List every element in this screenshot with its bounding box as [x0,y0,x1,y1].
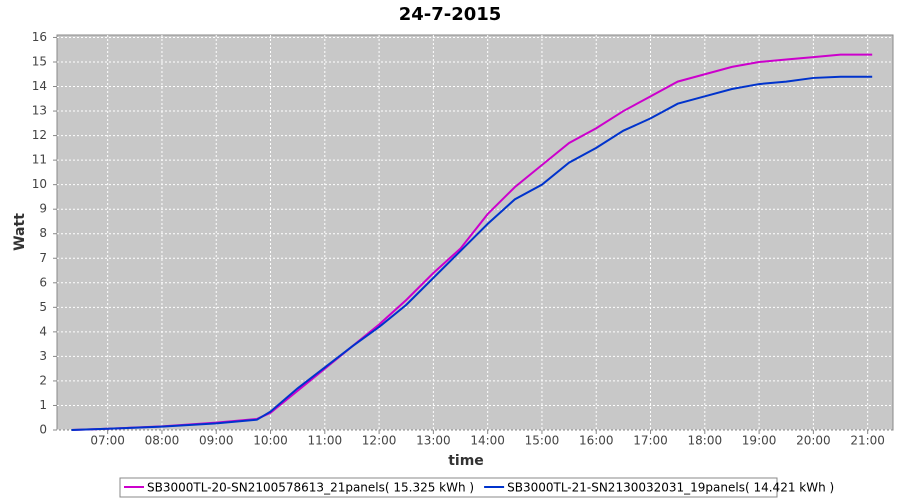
x-tick-label: 10:00 [253,434,288,448]
y-tick-label: 14 [32,79,47,93]
x-tick-label: 12:00 [362,434,397,448]
y-axis-label: Watt [12,213,28,251]
y-tick-label: 2 [39,373,47,387]
y-tick-label: 9 [39,202,47,216]
y-tick-label: 1 [39,398,47,412]
x-tick-label: 16:00 [579,434,614,448]
x-axis-label: time [448,453,484,469]
y-tick-label: 5 [39,300,47,314]
plot-area [56,34,894,431]
x-tick-label: 08:00 [145,434,180,448]
x-tick-label: 11:00 [308,434,343,448]
legend [119,477,778,498]
y-tick-label: 0 [39,423,47,437]
series-line [71,75,873,431]
x-tick-label: 15:00 [525,434,560,448]
y-tick-label: 15 [32,54,47,68]
x-tick-label: 17:00 [633,434,668,448]
chart-title: 24-7-2015 [399,4,502,25]
x-tick-label: 09:00 [199,434,234,448]
x-tick-label: 18:00 [688,434,723,448]
x-tick-label: 21:00 [850,434,885,448]
y-tick-label: 13 [32,104,47,118]
y-tick-label: 16 [32,30,47,44]
y-tick-label: 3 [39,349,47,363]
x-tick-label: 07:00 [90,434,125,448]
legend-label: SB3000TL-20-SN2100578613_21panels( 15.32… [147,481,474,495]
x-tick-label: 19:00 [742,434,777,448]
y-tick-label: 12 [32,128,47,142]
x-tick-label: 14:00 [470,434,505,448]
y-tick-label: 8 [39,226,47,240]
y-tick-label: 11 [32,153,47,167]
y-tick-label: 7 [39,251,47,265]
y-tick-label: 10 [32,177,47,191]
y-tick-label: 6 [39,275,47,289]
x-tick-label: 20:00 [796,434,831,448]
x-tick-label: 13:00 [416,434,451,448]
legend-label: SB3000TL-21-SN2130032031_19panels( 14.42… [507,481,834,495]
y-tick-label: 4 [39,324,47,338]
